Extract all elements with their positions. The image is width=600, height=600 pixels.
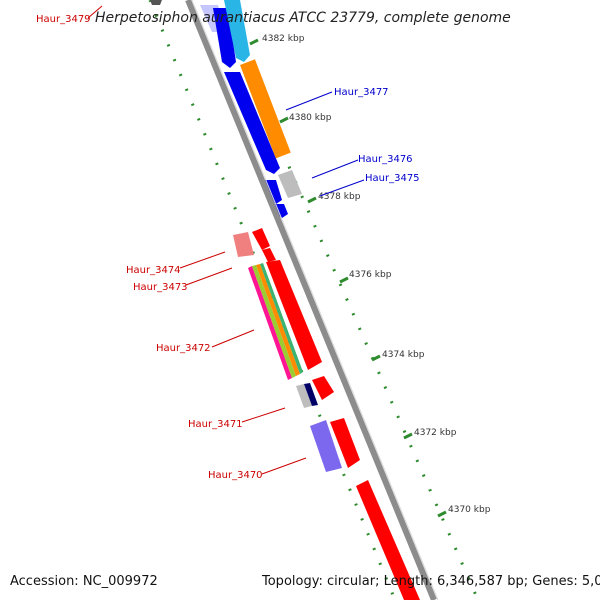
tick-label: 4370 kbp (448, 505, 491, 515)
tick-label: 4380 kbp (289, 113, 332, 123)
gene-cyan[interactable] (224, 0, 250, 62)
gene-haur-3470[interactable] (330, 418, 360, 468)
gene-bottom[interactable] (356, 480, 420, 600)
gene-haur-3473[interactable] (262, 248, 276, 262)
gene-label-haur-3471[interactable]: Haur_3471 (188, 419, 243, 430)
gene-haur-3476-long[interactable] (224, 72, 280, 174)
genome-title: Herpetosiphon aurantiacus ATCC 23779, co… (95, 10, 511, 26)
gene-haur-3479-top[interactable] (150, 0, 162, 5)
tick-label: 4372 kbp (414, 428, 457, 438)
gene-label-haur-3470[interactable]: Haur_3470 (208, 470, 263, 481)
gene-label-haur-3474[interactable]: Haur_3474 (126, 265, 181, 276)
topology-label: Topology: circular; Length: 6,346,587 bp… (262, 574, 600, 589)
gene-label-haur-3476[interactable]: Haur_3476 (358, 154, 413, 165)
tick-label: 4378 kbp (318, 192, 361, 202)
tick-label: 4374 kbp (382, 350, 425, 360)
gene-orange[interactable] (239, 59, 291, 159)
tick-label: 4382 kbp (262, 34, 305, 44)
gene-haur-3472-multi[interactable] (248, 263, 303, 380)
gene-haur-3471[interactable] (312, 376, 334, 400)
gene-label-haur-3479[interactable]: Haur_3479 (36, 14, 91, 25)
gene-label-haur-3473[interactable]: Haur_3473 (133, 282, 188, 293)
gene-label-haur-3472[interactable]: Haur_3472 (156, 343, 211, 354)
tick-label: 4376 kbp (349, 270, 392, 280)
gene-haur-3474[interactable] (252, 228, 270, 250)
gene-haur-3471-grey[interactable] (296, 383, 318, 408)
gene-label-haur-3475[interactable]: Haur_3475 (365, 173, 420, 184)
gene-haur-3477[interactable] (213, 8, 236, 68)
gene-grey[interactable] (278, 170, 302, 198)
gene-haur-3470-purple[interactable] (310, 420, 342, 472)
genome-backbone (185, 0, 437, 600)
accession-label: Accession: NC_009972 (10, 574, 158, 589)
gene-haur-3474-pink[interactable] (233, 232, 254, 257)
gene-haur-3472[interactable] (266, 260, 322, 370)
genome-backbone-edge (191, 0, 439, 600)
gene-label-haur-3477[interactable]: Haur_3477 (334, 87, 389, 98)
tick-marks (249, 38, 447, 518)
